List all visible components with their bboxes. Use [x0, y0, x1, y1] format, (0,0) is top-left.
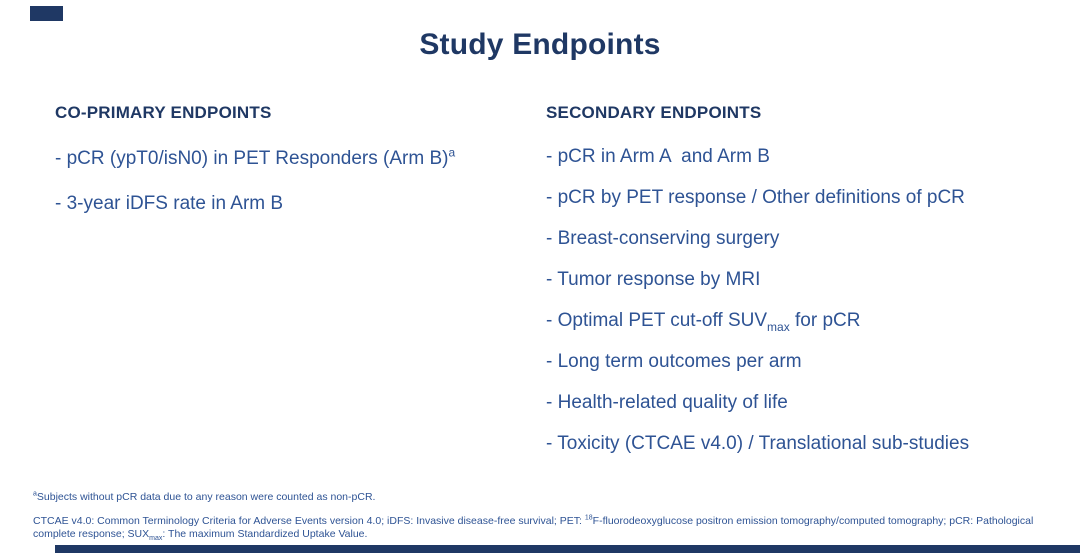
secondary-endpoints-section: SECONDARY ENDPOINTS - pCR in Arm A and A…: [546, 103, 1071, 455]
secondary-heading: SECONDARY ENDPOINTS: [546, 103, 762, 122]
co-primary-heading: CO-PRIMARY ENDPOINTS: [55, 103, 272, 122]
footer-bar: [55, 545, 1080, 553]
endpoint-text: - Tumor response by MRI: [546, 269, 761, 290]
subscript-max: max: [149, 535, 163, 543]
endpoint-text: - Health-related quality of life: [546, 392, 788, 413]
endpoint-item: - pCR (ypT0/isN0) in PET Responders (Arm…: [55, 147, 525, 170]
endpoint-text: - pCR in Arm A and Arm B: [546, 146, 770, 167]
endpoint-item: - Tumor response by MRI: [546, 268, 1071, 291]
endpoint-item: - pCR in Arm A and Arm B: [546, 145, 1071, 168]
footnote-text: F-fluorodeoxyglucose positron emission t…: [33, 515, 1034, 540]
endpoint-text: - pCR (ypT0/isN0) in PET Responders (Arm…: [55, 148, 449, 169]
footnote-a: aSubjects without pCR data due to any re…: [33, 490, 1047, 504]
corner-mark: [30, 6, 63, 21]
footnote-text: : The maximum Standardized Uptake Value.: [162, 528, 368, 540]
endpoint-text: for pCR: [789, 310, 861, 331]
endpoint-item: - Long term outcomes per arm: [546, 350, 1071, 373]
superscript-a: a: [33, 490, 37, 498]
endpoint-text: - Breast-conserving surgery: [546, 228, 780, 249]
slide-title: Study Endpoints: [419, 28, 661, 61]
superscript-a: a: [448, 145, 456, 160]
endpoint-item: - Optimal PET cut-off SUVmax for pCR: [546, 309, 1071, 334]
endpoint-item: - Toxicity (CTCAE v4.0) / Translational …: [546, 432, 1071, 455]
endpoint-item: - Breast-conserving surgery: [546, 227, 1071, 250]
co-primary-endpoints-section: CO-PRIMARY ENDPOINTS - pCR (ypT0/isN0) i…: [55, 103, 525, 215]
superscript-18: 18: [584, 514, 593, 522]
endpoint-text: - Toxicity (CTCAE v4.0) / Translational …: [546, 433, 970, 454]
endpoint-item: - Health-related quality of life: [546, 391, 1071, 414]
endpoint-text: - pCR by PET response / Other definition…: [546, 187, 965, 208]
endpoint-text: - Optimal PET cut-off SUV: [546, 310, 768, 331]
endpoint-text: - 3-year iDFS rate in Arm B: [55, 193, 284, 214]
endpoint-text: - Long term outcomes per arm: [546, 351, 802, 372]
footnote-text: Subjects without pCR data due to any rea…: [36, 491, 376, 503]
subscript-max: max: [767, 319, 790, 334]
footnote-text: CTCAE v4.0: Common Terminology Criteria …: [33, 515, 585, 527]
endpoint-item: - pCR by PET response / Other definition…: [546, 186, 1071, 209]
footnote-abbreviations: CTCAE v4.0: Common Terminology Criteria …: [33, 514, 1047, 543]
endpoint-item: - 3-year iDFS rate in Arm B: [55, 192, 525, 215]
